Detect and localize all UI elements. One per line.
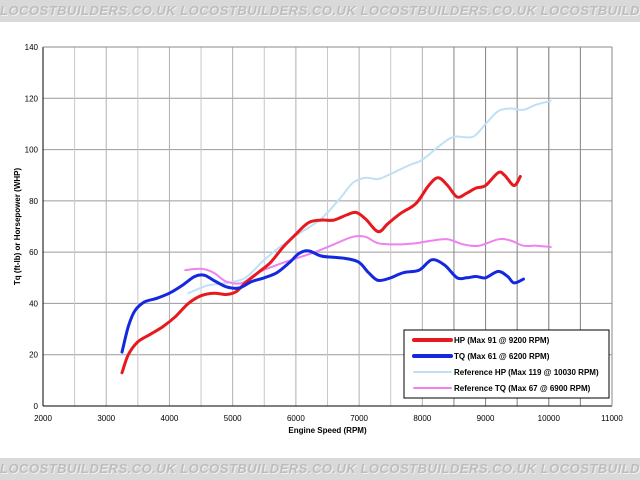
x-tick-label: 9000 <box>477 414 495 423</box>
chart-series <box>120 99 552 375</box>
legend-label: Reference TQ (Max 67 @ 6900 RPM) <box>454 384 591 393</box>
x-tick-label: 8000 <box>413 414 431 423</box>
legend-label: TQ (Max 61 @ 6200 RPM) <box>454 352 550 361</box>
x-tick-label: 10000 <box>538 414 561 423</box>
x-tick-label: 4000 <box>161 414 179 423</box>
x-tick-label: 3000 <box>97 414 115 423</box>
y-tick-label: 60 <box>29 248 38 257</box>
y-tick-label: 100 <box>25 146 39 155</box>
watermark-text: LOCOSTBUILDERS.CO.UK LOCOSTBUILDERS.CO.U… <box>0 3 640 18</box>
series-line <box>187 99 552 295</box>
watermark-text: LOCOSTBUILDERS.CO.UK LOCOSTBUILDERS.CO.U… <box>0 461 640 476</box>
series-line <box>184 234 552 285</box>
x-tick-label: 2000 <box>34 414 52 423</box>
y-tick-label: 40 <box>29 299 38 308</box>
y-tick-label: 20 <box>29 351 38 360</box>
chart-legend: HP (Max 91 @ 9200 RPM) TQ (Max 61 @ 6200 … <box>403 329 610 399</box>
y-tick-label: 80 <box>29 197 38 206</box>
legend-label: HP (Max 91 @ 9200 RPM) <box>454 336 550 345</box>
y-tick-label: 140 <box>25 43 39 52</box>
series-line <box>120 170 522 375</box>
y-tick-label: 120 <box>25 94 39 103</box>
chart-ticks: 0 20 40 60 80 100 120 140 2000 3000 4000 5000 6000 70… <box>25 43 624 423</box>
series-line <box>120 249 525 354</box>
watermark-band-bottom: LOCOSTBUILDERS.CO.UK LOCOSTBUILDERS.CO.U… <box>0 458 640 480</box>
x-tick-label: 6000 <box>287 414 305 423</box>
legend-label: Reference HP (Max 119 @ 10030 RPM) <box>454 368 599 377</box>
x-tick-label: 7000 <box>350 414 368 423</box>
x-tick-label: 5000 <box>224 414 242 423</box>
x-tick-label: 11000 <box>601 414 623 423</box>
y-tick-label: 0 <box>34 402 39 411</box>
y-axis-label: Tq (ft-lb) or Horsepower (WHP) <box>13 168 22 286</box>
chart-axes <box>42 46 613 407</box>
x-axis-label: Engine Speed (RPM) <box>288 426 367 435</box>
watermark-band-top: LOCOSTBUILDERS.CO.UK LOCOSTBUILDERS.CO.U… <box>0 0 640 22</box>
